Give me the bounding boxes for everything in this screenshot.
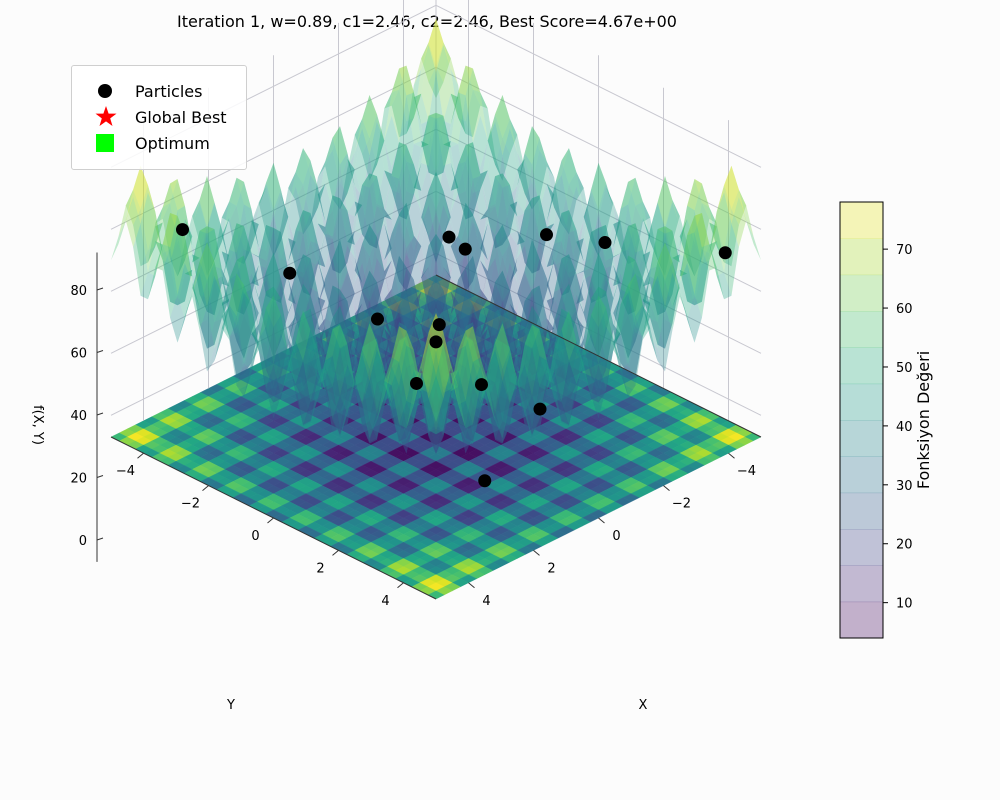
colorbar-band	[840, 202, 883, 239]
x-tick-label: −2	[672, 497, 691, 512]
particle-point	[429, 335, 443, 349]
particle-point	[475, 378, 488, 392]
colorbar-tick-label: 70	[896, 243, 913, 258]
colorbar: 10 20 30 40 50 60 70 Fonksiyon Değeri	[839, 201, 933, 639]
legend-label-global-best: Global Best	[135, 107, 227, 127]
colorbar-tick-label: 10	[896, 597, 913, 612]
x-tick-label: 0	[612, 529, 620, 544]
colorbar-tick-label: 40	[896, 420, 913, 435]
legend-label-particles: Particles	[135, 81, 203, 101]
y-tick-label: 2	[316, 561, 324, 576]
y-tick	[137, 452, 144, 459]
z-axis-label: f(X, Y)	[30, 405, 45, 445]
x-tick-label: 4	[482, 594, 490, 609]
colorbar-band	[840, 383, 883, 421]
colorbar-band	[840, 311, 883, 348]
z-tick	[96, 537, 104, 541]
colorbar-band	[840, 420, 883, 457]
colorbar-band	[840, 601, 883, 639]
particle-point	[533, 402, 547, 416]
colorbar-label: Fonksiyon Değeri	[914, 351, 933, 489]
particle-point	[371, 312, 384, 326]
square-icon	[96, 134, 114, 152]
y-tick-label: 0	[251, 529, 259, 544]
colorbar-tick-label: 50	[896, 361, 913, 376]
particle-point	[283, 266, 297, 280]
x-tick	[598, 517, 605, 524]
particle-point	[598, 236, 612, 250]
y-tick	[332, 550, 339, 556]
colorbar-band	[840, 456, 883, 494]
x-tick-label: 2	[547, 561, 555, 576]
y-axis-label: Y	[226, 698, 235, 713]
legend-label-optimum: Optimum	[135, 133, 210, 153]
z-tick-label: 40	[70, 409, 87, 424]
x-tick	[468, 582, 475, 589]
particle-point	[718, 246, 732, 260]
particle-point	[478, 474, 492, 488]
star-icon	[95, 106, 117, 126]
colorbar-band	[840, 347, 883, 385]
colorbar-band	[840, 565, 883, 603]
floor-contour	[110, 274, 762, 600]
colorbar-band	[840, 274, 883, 312]
legend: Particles Global Best Optimum	[71, 65, 247, 170]
y-tick-label: −4	[116, 464, 135, 479]
z-tick	[96, 475, 104, 478]
z-tick-label: 20	[70, 472, 87, 487]
x-tick-label: −4	[737, 464, 756, 479]
particle-point	[410, 376, 423, 390]
z-tick	[96, 350, 104, 353]
particle-point	[458, 242, 472, 256]
y-tick-label: −2	[181, 497, 200, 512]
z-tick	[96, 412, 104, 416]
y-tick	[397, 582, 404, 589]
y-tick-label: 4	[381, 594, 389, 609]
surface-facet	[111, 220, 126, 261]
colorbar-band	[840, 529, 883, 566]
particle-point	[176, 223, 189, 237]
z-tick-label: 80	[70, 284, 87, 299]
colorbar-tick-label: 30	[896, 479, 913, 494]
z-tick-label: 0	[79, 534, 87, 549]
x-axis-label: X	[639, 698, 648, 713]
particle-point	[432, 318, 446, 332]
x-tick	[533, 550, 540, 556]
colorbar-band	[840, 238, 883, 276]
x-tick	[663, 485, 670, 491]
particles-marker-icon	[98, 84, 112, 98]
chart-title: Iteration 1, w=0.89, c1=2.46, c2=2.46, B…	[177, 12, 677, 31]
particle-point	[540, 228, 553, 242]
particle-point	[442, 230, 456, 244]
z-tick-label: 60	[70, 347, 87, 362]
y-tick	[267, 517, 274, 524]
surface-facet	[746, 220, 761, 261]
colorbar-tick-label: 60	[896, 302, 913, 317]
colorbar-band	[840, 492, 883, 530]
z-tick	[96, 287, 104, 291]
y-tick	[202, 485, 209, 491]
x-tick	[728, 452, 735, 459]
colorbar-tick-label: 20	[896, 538, 913, 553]
